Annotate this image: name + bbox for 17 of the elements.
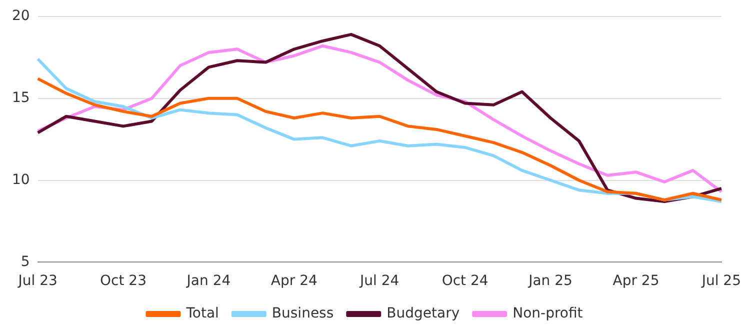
x-tick-label: Jan 24 bbox=[186, 273, 231, 290]
y-tick-label: 20 bbox=[12, 8, 30, 24]
y-tick-label: 10 bbox=[12, 172, 30, 188]
x-tick-label: Jul 25 bbox=[700, 273, 741, 290]
x-tick-label: Oct 24 bbox=[442, 273, 488, 290]
y-tick-label: 15 bbox=[12, 90, 30, 106]
legend-label: Non-profit bbox=[512, 306, 584, 322]
x-tick-label: Jan 25 bbox=[528, 273, 572, 290]
x-tick-label: Jul 24 bbox=[359, 273, 400, 290]
x-tick-label: Oct 23 bbox=[100, 273, 147, 290]
legend-label: Budgetary bbox=[386, 306, 460, 322]
y-tick-label: 5 bbox=[20, 254, 30, 270]
legend-label: Total bbox=[185, 306, 219, 322]
x-tick-label: Apr 24 bbox=[270, 273, 318, 290]
legend-label: Business bbox=[272, 306, 334, 322]
x-tick-label: Apr 25 bbox=[612, 273, 660, 290]
x-tick-label: Jul 23 bbox=[17, 273, 58, 290]
